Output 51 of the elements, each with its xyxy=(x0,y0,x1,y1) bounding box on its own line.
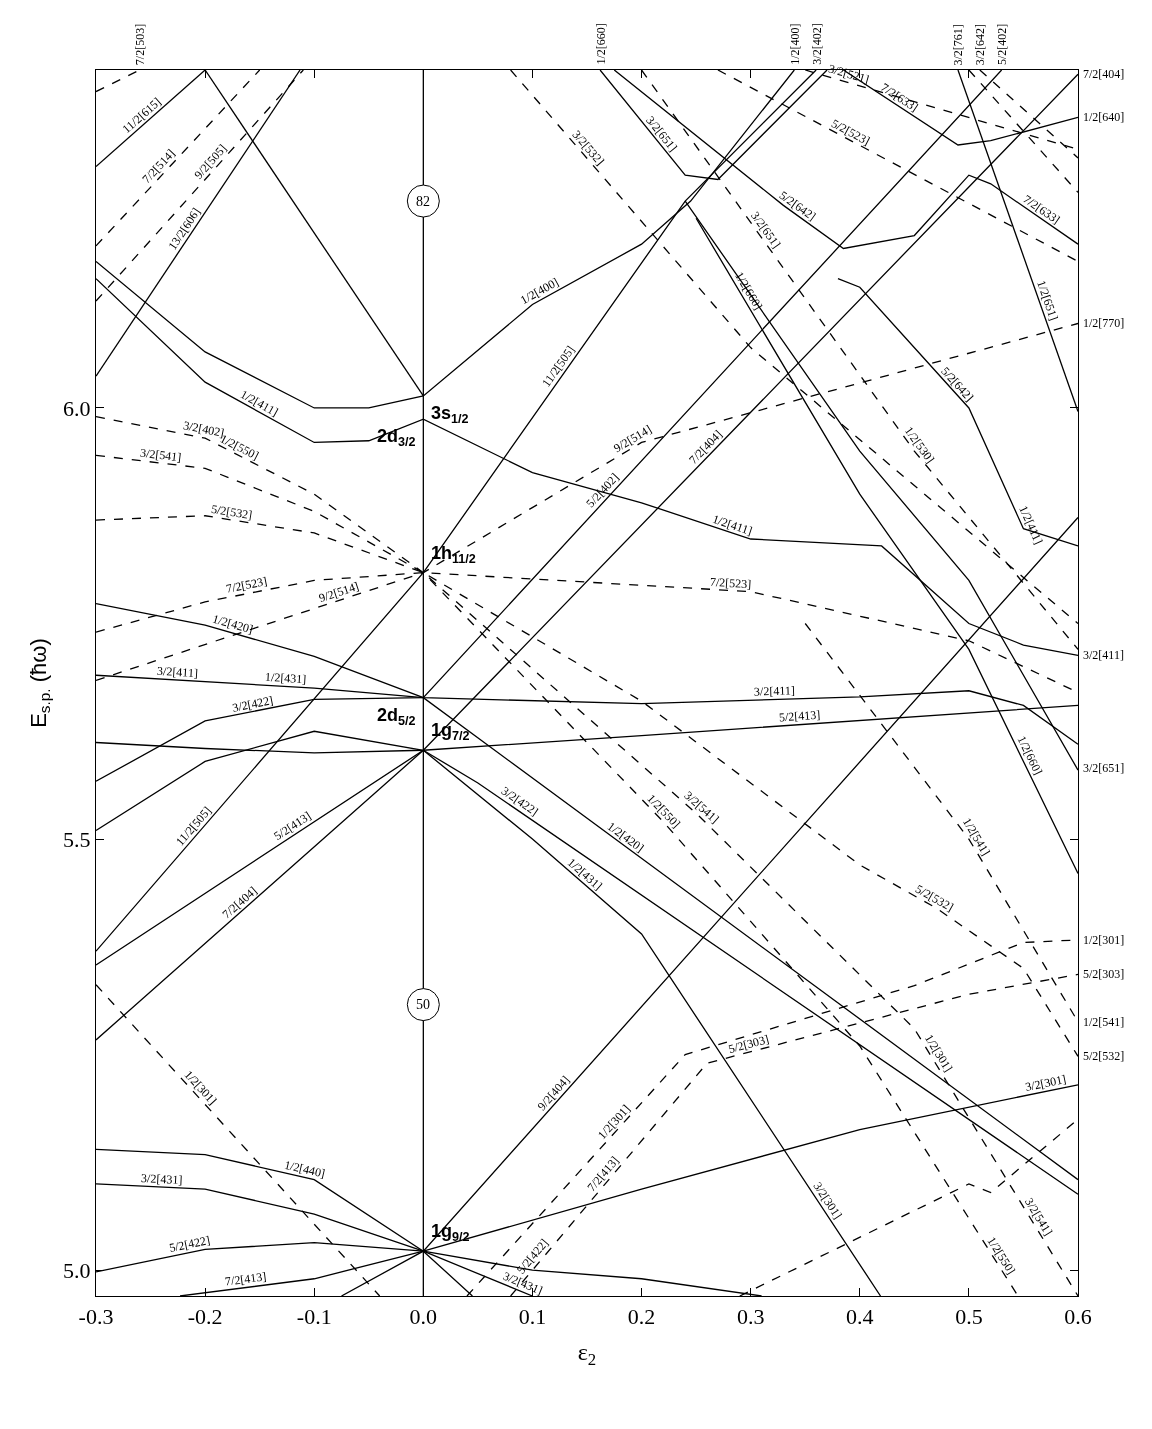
annotation: 3/2[541] xyxy=(139,445,183,465)
annotation: 1/2[301] xyxy=(1083,933,1125,947)
annotation: 3s$_{1/2}$ xyxy=(431,403,469,426)
annotation: 5/2[402] xyxy=(995,23,1010,66)
annotation: 1/2[660] xyxy=(593,23,608,65)
annotation: 3/2[411] xyxy=(156,663,199,681)
annotation: 5/2[413] xyxy=(778,707,821,725)
annotation: 7/2[503] xyxy=(133,23,148,66)
x-tick-label: 0.2 xyxy=(627,1303,656,1329)
annotation: 3/2[422] xyxy=(231,693,275,715)
x-tick-label: 0.4 xyxy=(846,1303,874,1329)
annotation: 5/2[303] xyxy=(1083,967,1125,981)
annotation: 1/2[541] xyxy=(1083,1015,1125,1029)
annotation: 5/2[532] xyxy=(1083,1049,1125,1063)
annotation: 5/2[532] xyxy=(210,501,254,523)
y-tick-label: 5.0 xyxy=(62,1257,91,1283)
x-axis-title: ε$_{2}$ xyxy=(577,1338,597,1369)
annotation: 5/2[422] xyxy=(167,1232,212,1255)
annotation: 3/2[411] xyxy=(1083,648,1124,662)
annotation: 3/2[761] xyxy=(951,24,966,66)
x-tick-label: -0.3 xyxy=(78,1303,114,1329)
y-tick-label: 6.0 xyxy=(62,395,91,421)
annotation: 1/2[420] xyxy=(210,611,255,637)
annotation: 1/2[770] xyxy=(1083,316,1125,330)
x-tick-label: -0.1 xyxy=(296,1303,332,1329)
annotation: 3/2[651] xyxy=(1083,761,1125,775)
annotation: 3/2[402] xyxy=(809,23,824,65)
annotation: 1/2[640] xyxy=(1083,110,1125,124)
annotation: 1/2[400] xyxy=(787,23,802,65)
x-tick-label: 0.5 xyxy=(955,1303,983,1329)
annotation: 9/2[514] xyxy=(316,578,361,606)
x-tick-label: 0.1 xyxy=(518,1303,547,1329)
x-tick-label: 0.0 xyxy=(409,1303,438,1329)
y-tick-label: 5.5 xyxy=(62,826,91,852)
x-tick-label: 0.3 xyxy=(736,1303,765,1329)
annotation: 5/2[303] xyxy=(726,1031,771,1057)
annotation: 3/2[411] xyxy=(753,683,796,699)
annotation: 2d$_{5/2}$ xyxy=(377,705,416,728)
annotation: 3/2[642] xyxy=(973,23,988,66)
x-tick-label: -0.2 xyxy=(187,1303,223,1329)
annotation: 7/2[523] xyxy=(224,574,269,596)
annotation: 7/2[404] xyxy=(1083,67,1125,81)
annotation: 50 xyxy=(416,997,430,1012)
annotation: 7/2[413] xyxy=(224,1269,267,1289)
annotation: 1/2[431] xyxy=(264,669,307,687)
annotation: 3/2[431] xyxy=(140,1171,183,1187)
annotation: 3/2[301] xyxy=(1024,1072,1068,1095)
annotation: 82 xyxy=(416,194,430,209)
annotation: 1/2[440] xyxy=(282,1157,327,1181)
annotation: 7/2[523] xyxy=(709,574,752,592)
x-tick-label: 0.6 xyxy=(1064,1303,1092,1329)
